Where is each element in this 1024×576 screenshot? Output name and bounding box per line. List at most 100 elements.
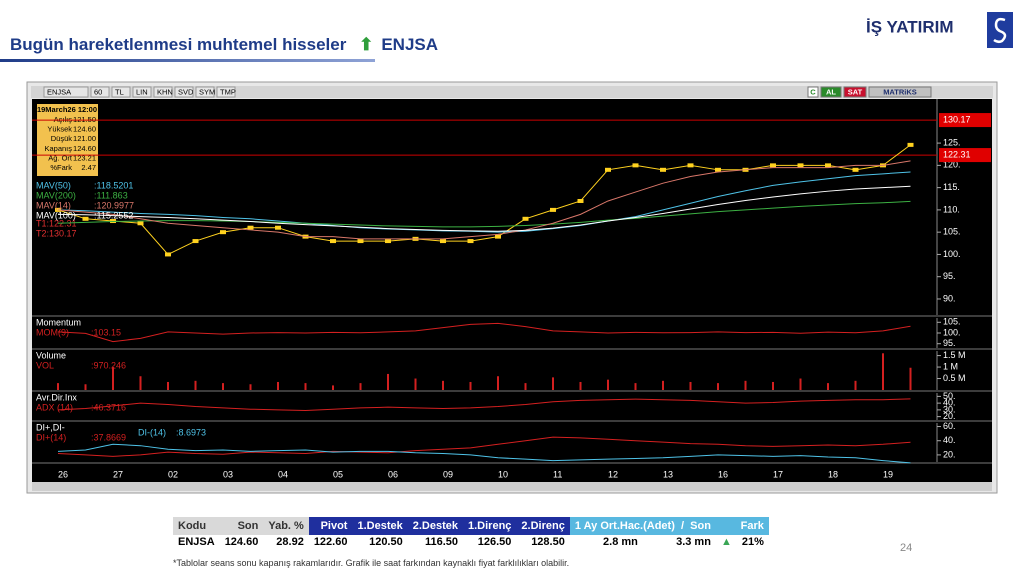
- info-label: %Fark: [50, 163, 72, 172]
- info-label: Yüksek: [47, 125, 72, 134]
- title-text: Bugün hareketlenmesi muhtemel hisseler: [10, 35, 347, 54]
- y-tick-label: 40.: [943, 435, 956, 445]
- legend-value: :120.9977: [94, 200, 134, 210]
- target-tag: [939, 148, 991, 163]
- price-candle: [82, 216, 89, 221]
- price-candle: [632, 163, 639, 168]
- cell: 122.60: [313, 536, 348, 548]
- toolbar-button[interactable]: [843, 86, 867, 98]
- toolbar-button[interactable]: [820, 86, 842, 98]
- target-legend: T1:122.31: [36, 218, 77, 228]
- toolbar-label: C: [810, 87, 816, 96]
- volume-bar: [579, 381, 582, 390]
- series-line: [57, 144, 911, 256]
- legend-name: DI+(14): [36, 432, 66, 442]
- column-header: 1.Direnç: [463, 517, 517, 535]
- y-tick-label: 0.5 M: [943, 373, 966, 383]
- target-tag-label: 130.17: [943, 114, 971, 124]
- target-tag: [939, 113, 991, 128]
- volume-bar: [57, 383, 59, 390]
- footnote: *Tablolar seans sonu kapanış rakamlarıdı…: [173, 558, 570, 568]
- volume-bar: [277, 381, 279, 390]
- volume-bar: [222, 383, 224, 390]
- x-tick-label: 11: [553, 469, 562, 479]
- series-line: [57, 185, 911, 232]
- toolbar-button[interactable]: [43, 86, 89, 98]
- volume-bar: [497, 376, 499, 390]
- cell: 2.8 mn: [603, 536, 638, 548]
- x-axis-bg: [32, 466, 992, 482]
- series-line: [57, 443, 911, 464]
- cell: 126.50: [477, 536, 512, 548]
- column-header: 1.Destek: [352, 517, 408, 535]
- toolbar-button[interactable]: [132, 86, 152, 98]
- info-date: 19March26 12:00: [37, 105, 97, 114]
- toolbar-label: LIN: [136, 87, 148, 96]
- legend-value: :46.3716: [91, 402, 126, 412]
- x-tick-label: 16: [718, 469, 728, 479]
- toolbar-button[interactable]: [195, 86, 215, 98]
- toolbar-label: TMP: [220, 87, 236, 96]
- price-candle: [907, 142, 914, 147]
- x-tick-label: 05: [333, 469, 343, 479]
- price-candle: [220, 230, 226, 235]
- toolbar-button[interactable]: [868, 86, 932, 98]
- info-value: 124.60: [73, 125, 96, 134]
- price-candle: [797, 163, 804, 168]
- toolbar-label: SAT: [848, 87, 863, 96]
- x-tick-label: 26: [58, 469, 68, 479]
- toolbar-button[interactable]: [174, 86, 194, 98]
- toolbar-label: KHN: [157, 87, 173, 96]
- y-tick-label: 40.: [943, 398, 956, 408]
- volume-bar: [634, 383, 637, 390]
- volume-bar: [387, 373, 389, 390]
- cell: ENJSA: [178, 536, 215, 548]
- legend-name: MAV(100): [36, 210, 76, 220]
- cell: 120.50: [369, 536, 403, 548]
- toolbar-button[interactable]: [90, 86, 110, 98]
- info-value: 124.60: [73, 144, 96, 153]
- stock-code: ENJSA: [381, 35, 439, 54]
- slide-title: Bugün hareketlenmesi muhtemel hisseler ⬆…: [10, 35, 438, 55]
- x-tick-label: 02: [168, 469, 178, 479]
- legend-name: ADX (14): [36, 402, 73, 412]
- series-line: [57, 171, 911, 233]
- legend-value: :8.6973: [176, 427, 206, 437]
- price-candle: [385, 239, 391, 244]
- toolbar-button[interactable]: [807, 86, 819, 98]
- title-underline: [0, 59, 375, 62]
- volume-bar: [662, 380, 664, 390]
- column-header: 2.Direnç: [516, 517, 570, 535]
- y-tick-label: 1 M: [943, 361, 958, 371]
- info-label: Ağ. Ort: [48, 153, 73, 162]
- y-tick-label: 50.: [943, 391, 956, 401]
- legend-value: :970.246: [91, 360, 126, 370]
- x-tick-label: 19: [883, 469, 893, 479]
- y-tick-label: 125.: [943, 137, 961, 147]
- toolbar-label: AL: [826, 87, 836, 96]
- toolbar-button[interactable]: [216, 86, 236, 98]
- panel-title: Avr.Dir.Inx: [36, 392, 77, 402]
- info-label: Kapanış: [44, 144, 72, 153]
- logo-mark: [993, 17, 1007, 44]
- column-header: 2.Destek: [407, 517, 463, 535]
- toolbar-label: SVD: [178, 87, 194, 96]
- info-label: Düşük: [51, 134, 73, 143]
- panel-title: Volume: [36, 350, 66, 360]
- y-tick-label: 95.: [943, 338, 956, 348]
- toolbar-label: MATRiKS: [883, 87, 917, 96]
- toolbar-button[interactable]: [111, 86, 131, 98]
- price-candle: [275, 225, 281, 230]
- volume-bar: [249, 384, 252, 390]
- price-candle: [770, 163, 776, 168]
- scrollbar: [32, 482, 992, 491]
- x-tick-label: 27: [113, 469, 123, 479]
- y-tick-label: 105.: [943, 227, 961, 237]
- toolbar-button[interactable]: [153, 86, 173, 98]
- x-tick-label: 12: [608, 469, 618, 479]
- legend-name: MAV(50): [36, 180, 71, 190]
- info-value: 2.47: [81, 163, 96, 172]
- price-candle: [357, 239, 364, 244]
- volume-bar: [772, 381, 774, 390]
